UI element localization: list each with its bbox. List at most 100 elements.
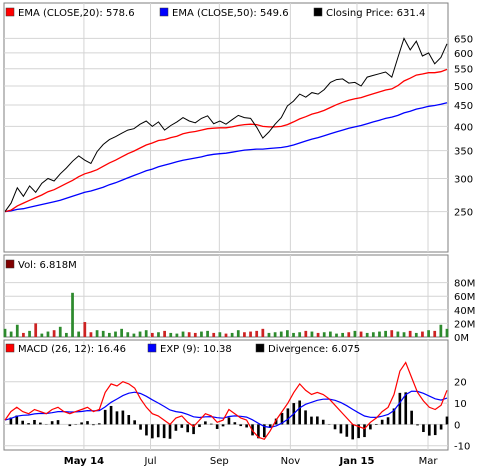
vol-bar-4	[28, 331, 31, 337]
vol-bar-63	[390, 330, 393, 337]
macd-panel-frame	[4, 340, 448, 450]
vol-bar-51	[317, 333, 320, 337]
macd-divergence-bar-21	[127, 415, 130, 424]
vol-bar-14	[90, 332, 93, 337]
vol-bar-68	[421, 332, 424, 337]
macd-divergence-bar-37	[222, 424, 225, 426]
price-legend-label-0: EMA (CLOSE,20): 578.6	[18, 8, 135, 19]
macd-divergence-bar-25	[151, 424, 154, 438]
vol-bar-2	[16, 325, 19, 337]
vol-bar-13	[83, 322, 86, 337]
macd-divergence-bar-24	[145, 424, 148, 435]
vol-bar-30	[188, 332, 191, 337]
macd-divergence-bar-48	[287, 408, 290, 424]
macd-divergence-bar-69	[410, 411, 413, 425]
vol-bar-55	[341, 333, 344, 337]
macd-divergence-bar-3	[21, 421, 24, 425]
macd-divergence-bar-22	[133, 420, 136, 424]
macd-ytick-0: 0	[454, 420, 460, 431]
vol-legend-swatch	[6, 260, 14, 268]
vol-bar-57	[354, 331, 357, 337]
macd-legend-swatch-0	[6, 344, 14, 352]
price-ytick-300: 300	[454, 175, 473, 186]
vol-bar-58	[360, 332, 363, 337]
vol-bar-69	[427, 330, 430, 337]
vol-bar-46	[286, 330, 289, 337]
price-ytick-250: 250	[454, 208, 473, 219]
vol-bar-50	[311, 332, 314, 337]
macd-divergence-bar-68	[404, 392, 407, 424]
macd-divergence-bar-35	[210, 424, 213, 425]
vol-bar-44	[274, 332, 277, 337]
price-legend-item-0: EMA (CLOSE,20): 578.6	[6, 8, 135, 19]
macd-divergence-bar-17	[104, 410, 107, 425]
vol-bar-7	[47, 332, 50, 337]
vol-bar-35	[218, 332, 221, 337]
vol-bar-62	[384, 331, 387, 337]
x-tick-label-3: Nov	[281, 456, 301, 467]
vol-bar-16	[102, 331, 105, 337]
vol-bar-40	[249, 332, 252, 337]
x-tick-label-4: Jan 15	[338, 456, 374, 467]
macd-divergence-bar-64	[381, 420, 384, 425]
price-ytick-500: 500	[454, 82, 473, 93]
vol-bar-23	[145, 330, 148, 337]
macd-divergence-bar-56	[334, 424, 337, 429]
price-ytick-400: 400	[454, 122, 473, 133]
vol-bar-71	[439, 325, 442, 337]
macd-divergence-bar-23	[139, 424, 142, 429]
price-ytick-450: 450	[454, 101, 473, 112]
macd-divergence-bar-19	[116, 411, 119, 424]
macd-divergence-bar-14	[86, 421, 89, 424]
vol-bar-26	[163, 331, 166, 337]
vol-bar-59	[366, 333, 369, 337]
vol-bar-9	[59, 327, 62, 337]
price-legend-item-2: Closing Price: 631.4	[314, 8, 425, 19]
vol-bar-10	[65, 333, 68, 337]
vol-bar-29	[182, 332, 185, 337]
macd-divergence-bar-51	[304, 410, 307, 424]
macd-divergence-bar-65	[387, 417, 390, 424]
price-legend-swatch-1	[160, 8, 168, 16]
price-ytick-650: 650	[454, 34, 473, 45]
vol-bar-61	[378, 332, 381, 337]
macd-divergence-bar-39	[234, 422, 237, 424]
x-tick-label-5: Mar	[419, 456, 439, 467]
macd-legend-label-0: MACD (26, 12): 16.46	[18, 344, 126, 355]
vol-ytick-0: 0M	[454, 333, 469, 344]
vol-bar-25	[157, 332, 160, 337]
vol-bar-60	[372, 332, 375, 337]
macd-legend-label-1: EXP (9): 10.38	[160, 344, 232, 355]
vol-bar-36	[225, 334, 228, 337]
macd-divergence-bar-58	[345, 424, 348, 436]
vol-bar-18	[114, 332, 117, 337]
macd-legend-item-2: Divergence: 6.075	[256, 344, 360, 355]
macd-divergence-bar-30	[180, 424, 183, 427]
macd-divergence-bar-8	[51, 421, 54, 424]
macd-divergence-bar-26	[157, 424, 160, 437]
vol-bar-41	[255, 331, 258, 337]
vol-bar-52	[323, 332, 326, 337]
vol-bar-21	[133, 334, 136, 337]
macd-divergence-bar-71	[422, 424, 425, 432]
macd-divergence-bar-13	[80, 422, 83, 424]
macd-divergence-bar-62	[369, 424, 372, 429]
vol-ytick-3: 60M	[454, 292, 475, 303]
vol-bar-8	[53, 330, 56, 337]
macd-ytick-10: 10	[454, 399, 467, 410]
vol-bar-38	[237, 330, 240, 337]
vol-bar-34	[212, 333, 215, 337]
vol-bar-22	[139, 332, 142, 337]
vol-bar-0	[4, 329, 7, 337]
price-legend-item-1: EMA (CLOSE,50): 549.6	[160, 8, 289, 19]
vol-bar-72	[446, 329, 449, 337]
macd-divergence-bar-38	[228, 417, 231, 424]
macd-divergence-bar-72	[428, 424, 431, 435]
vol-bar-53	[329, 332, 332, 337]
vol-bar-39	[243, 332, 246, 337]
vol-bar-43	[268, 333, 271, 337]
macd-divergence-bar-27	[163, 424, 166, 438]
macd-divergence-bar-11	[69, 424, 72, 426]
vol-bar-56	[347, 332, 350, 337]
macd-divergence-bar-15	[92, 424, 95, 425]
